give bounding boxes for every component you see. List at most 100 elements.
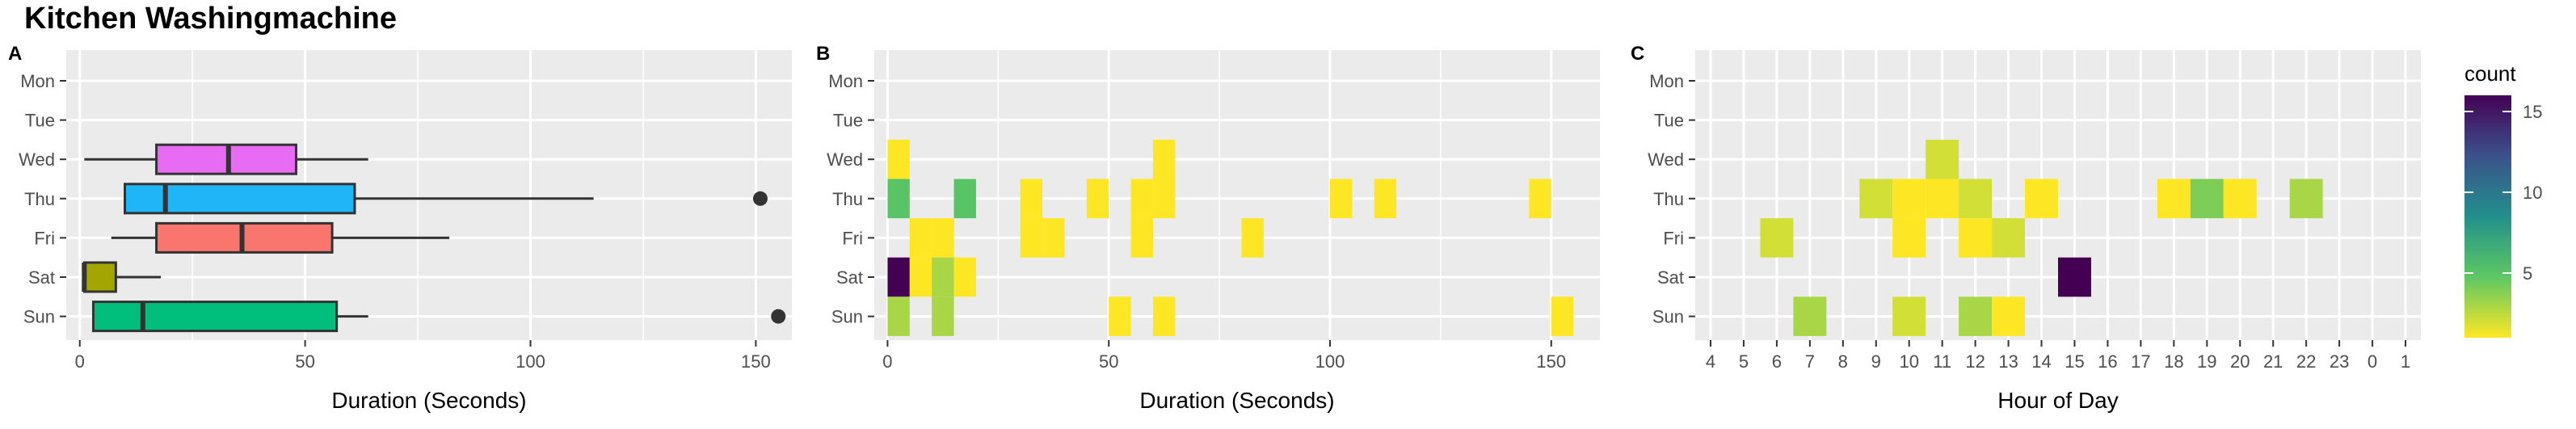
y-tick-label: Thu (24, 189, 55, 209)
x-tick-label: 0 (75, 351, 85, 372)
y-tick-label: Mon (828, 71, 863, 91)
heat-cell (1130, 218, 1153, 258)
heat-cell (1152, 179, 1176, 219)
legend-tick-label: 5 (2523, 263, 2532, 284)
heat-cell (2289, 179, 2323, 219)
x-axis-title: Duration (Seconds) (1139, 388, 1334, 413)
heat-cell (1859, 179, 1893, 219)
box-body (124, 183, 356, 215)
heat-cell (1529, 179, 1551, 219)
heat-cell (1042, 218, 1065, 258)
x-tick-label: 7 (1805, 351, 1815, 372)
heat-cell (887, 139, 910, 179)
heat-cell (1551, 297, 1574, 336)
x-axis-title: Duration (Seconds) (331, 388, 526, 413)
heat-cell (1020, 218, 1043, 258)
x-tick-label: 18 (2164, 351, 2183, 372)
heat-cell (1241, 218, 1264, 258)
heat-cell (1926, 179, 1959, 219)
x-tick-label: 21 (2263, 351, 2283, 372)
heat-cell (2223, 179, 2257, 219)
x-tick-label: 0 (882, 351, 892, 372)
x-tick-label: 23 (2330, 351, 2349, 372)
box-outlier (752, 191, 768, 206)
x-tick-label: 13 (1998, 351, 2018, 372)
heat-cell (1130, 179, 1153, 219)
box-outlier (771, 309, 786, 324)
box-body (91, 301, 339, 333)
panel-letter: C (1631, 43, 1644, 65)
x-tick-label: 50 (295, 351, 314, 372)
heat-cell (1152, 297, 1176, 336)
x-tick-label: 100 (1315, 351, 1345, 372)
x-tick-label: 5 (1739, 351, 1749, 372)
y-tick-label: Sun (23, 307, 55, 327)
y-tick-label: Wed (827, 149, 863, 170)
x-tick-label: 17 (2131, 351, 2150, 372)
heat-cell (2157, 179, 2191, 219)
heat-cell (1892, 297, 1926, 336)
y-tick-label: Tue (1654, 111, 1684, 131)
heat-cell (1959, 218, 1993, 258)
heat-cell (932, 297, 954, 336)
heat-cell (1992, 297, 2026, 336)
heat-cell (953, 257, 976, 297)
heat-cell (1793, 297, 1827, 336)
y-tick-label: Sat (836, 267, 863, 288)
x-tick-label: 16 (2098, 351, 2117, 372)
heat-cell (887, 179, 910, 219)
panel-letter: B (816, 43, 830, 65)
x-tick-label: 6 (1772, 351, 1782, 372)
heat-cell (887, 257, 910, 297)
heat-cell (1959, 297, 1993, 336)
heat-cell (932, 257, 954, 297)
y-tick-label: Mon (1649, 71, 1684, 91)
y-tick-label: Fri (34, 228, 55, 248)
y-tick-label: Thu (1653, 189, 1684, 209)
heat-cell (2058, 257, 2091, 297)
x-tick-label: 1 (2401, 351, 2410, 372)
x-axis-title: Hour of Day (1997, 388, 2118, 413)
heat-cell (1152, 139, 1176, 179)
heat-cell (1086, 179, 1109, 219)
heat-cell (909, 257, 932, 297)
heat-cell (1329, 179, 1353, 219)
y-tick-label: Thu (832, 189, 863, 209)
panel-background (874, 50, 1600, 340)
y-tick-label: Tue (25, 111, 55, 131)
heat-cell (887, 297, 910, 336)
heat-cell (1926, 139, 1959, 179)
y-tick-label: Sun (831, 307, 863, 327)
y-tick-label: Wed (1648, 149, 1684, 170)
heat-cell (909, 218, 932, 258)
heat-cell (1892, 218, 1926, 258)
x-tick-label: 20 (2230, 351, 2250, 372)
x-tick-label: 15 (2065, 351, 2084, 372)
heat-cell (1892, 179, 1926, 219)
y-tick-label: Tue (833, 111, 863, 131)
x-tick-label: 19 (2197, 351, 2216, 372)
x-tick-label: 9 (1871, 351, 1881, 372)
heat-cell (1020, 179, 1043, 219)
x-tick-label: 14 (2031, 351, 2051, 372)
heat-cell (932, 218, 954, 258)
legend-tick-label: 15 (2523, 102, 2542, 122)
heat-cell (1760, 218, 1794, 258)
y-tick-label: Mon (20, 71, 55, 91)
y-tick-label: Wed (19, 149, 55, 170)
heat-cell (1992, 218, 2026, 258)
figure-title: Kitchen Washingmachine (24, 2, 397, 36)
x-tick-label: 8 (1838, 351, 1848, 372)
y-tick-label: Sat (28, 267, 55, 288)
heat-cell (2025, 179, 2058, 219)
legend-tick-label: 10 (2523, 183, 2542, 203)
x-tick-label: 10 (1899, 351, 1918, 372)
box-body (82, 261, 117, 293)
heat-cell (1374, 179, 1397, 219)
legend-title: count (2464, 61, 2516, 86)
heat-cell (2190, 179, 2224, 219)
heat-cell (1959, 179, 1993, 219)
heat-cell (953, 179, 976, 219)
